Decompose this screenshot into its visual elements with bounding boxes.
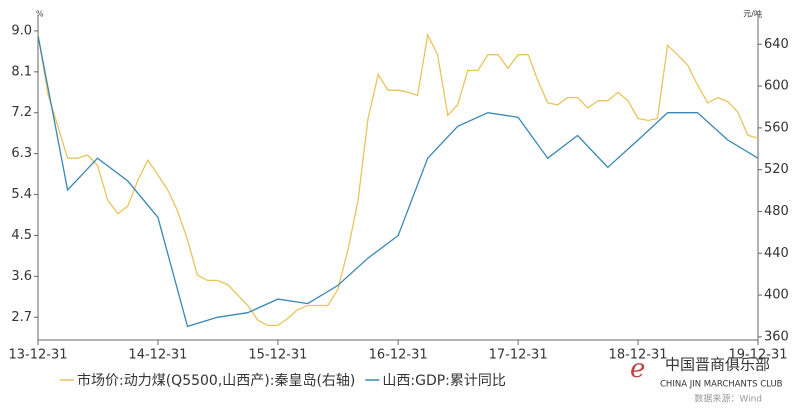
y2-tick-label: 560 <box>764 120 789 135</box>
x-tick-label: 16-12-31 <box>369 348 428 363</box>
y-unit: % <box>36 10 44 19</box>
y-tick-label: 4.5 <box>11 228 32 243</box>
y-tick-label: 5.4 <box>11 187 32 202</box>
y2-tick-label: 600 <box>764 79 789 94</box>
x-tick-label: 14-12-31 <box>128 348 187 363</box>
source: 数据来源：Wind <box>694 393 762 405</box>
series-line <box>37 35 759 328</box>
x-tick-label: 19-12-31 <box>728 348 787 363</box>
logo-en: CHINA JIN MARCHANTS CLUB <box>660 380 783 390</box>
legend-label: 市场价:动力煤(Q5500,山西产):秦皇岛(右轴) <box>77 372 355 389</box>
y2-tick-label: 520 <box>764 162 789 177</box>
x-tick-label: 13-12-31 <box>8 348 67 363</box>
y-tick-label: 7.2 <box>11 105 32 120</box>
legend-label: 山西:GDP:累计同比 <box>382 373 506 389</box>
x-tick-label: 15-12-31 <box>248 348 307 363</box>
y-tick-label: 9.0 <box>11 23 32 38</box>
x-tick-label: 18-12-31 <box>609 348 668 363</box>
y-tick-label: 6.3 <box>11 146 32 161</box>
y2-tick-label: 400 <box>764 288 789 303</box>
logo-mark: ℯ <box>630 354 645 384</box>
y2-tick-label: 360 <box>764 329 789 344</box>
y2-tick-label: 640 <box>764 37 789 52</box>
y-tick-label: 2.7 <box>11 310 32 325</box>
logo-cn: 中国晋商俱乐部 <box>665 356 770 374</box>
y2-tick-label: 440 <box>764 246 789 261</box>
y2-unit: 元/吨 <box>743 9 762 19</box>
y-tick-label: 3.6 <box>11 269 32 284</box>
x-tick-label: 17-12-31 <box>489 348 548 363</box>
y-tick-label: 8.1 <box>11 64 32 79</box>
y2-tick-label: 480 <box>764 204 789 219</box>
series-line <box>37 32 759 327</box>
